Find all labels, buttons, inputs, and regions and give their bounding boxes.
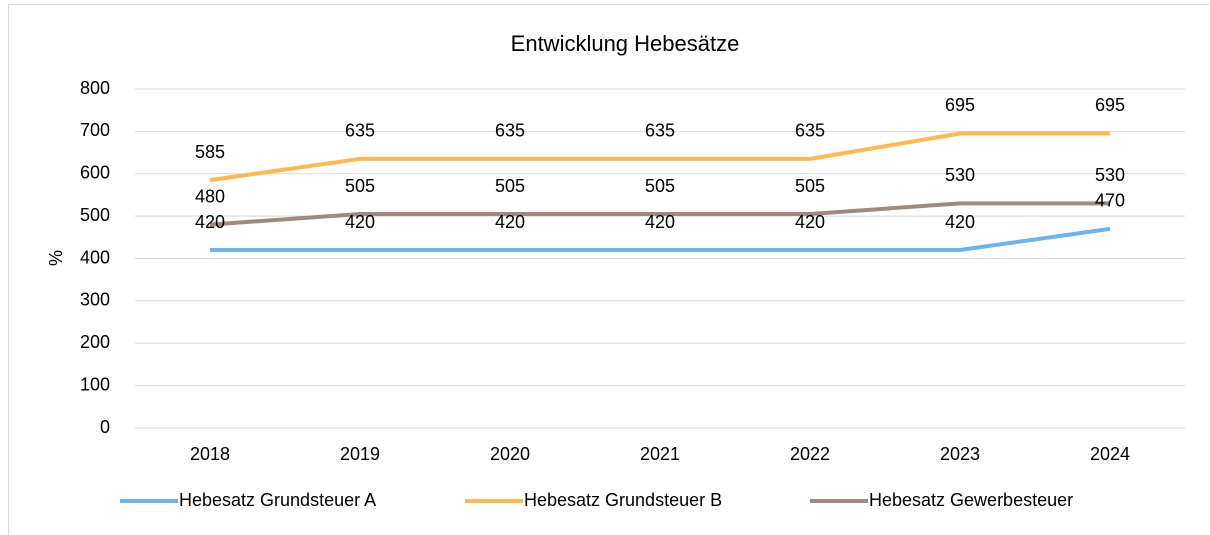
y-tick-label: 100 — [80, 374, 110, 394]
data-label: 530 — [945, 165, 975, 185]
data-label: 635 — [645, 121, 675, 141]
x-tick-label: 2018 — [190, 444, 230, 464]
data-label: 505 — [795, 176, 825, 196]
series-line — [209, 131, 1110, 183]
chart-title: Entwicklung Hebesätze — [511, 31, 740, 56]
legend-label: Hebesatz Gewerbesteuer — [869, 490, 1073, 510]
data-label: 695 — [1095, 95, 1125, 115]
x-tick-label: 2020 — [490, 444, 530, 464]
data-label: 420 — [195, 212, 225, 232]
data-label: 530 — [1095, 165, 1125, 185]
chart-border — [8, 4, 1210, 535]
data-label: 420 — [345, 212, 375, 232]
y-tick-label: 500 — [80, 205, 110, 225]
data-label: 635 — [495, 121, 525, 141]
legend-label: Hebesatz Grundsteuer B — [524, 490, 722, 510]
data-label: 635 — [795, 121, 825, 141]
data-label: 480 — [195, 186, 225, 206]
y-tick-label: 700 — [80, 120, 110, 140]
y-tick-label: 0 — [100, 417, 110, 437]
y-tick-label: 600 — [80, 163, 110, 183]
data-label: 420 — [795, 212, 825, 232]
data-label: 505 — [645, 176, 675, 196]
data-label: 505 — [495, 176, 525, 196]
series-line — [210, 226, 1111, 253]
data-label: 585 — [195, 142, 225, 162]
y-axis-label: % — [46, 250, 66, 266]
y-tick-label: 400 — [80, 247, 110, 267]
x-tick-label: 2021 — [640, 444, 680, 464]
x-tick-label: 2022 — [790, 444, 830, 464]
data-label: 505 — [345, 176, 375, 196]
data-label: 420 — [645, 212, 675, 232]
data-label: 420 — [945, 212, 975, 232]
series-line — [209, 201, 1110, 227]
x-tick-label: 2023 — [940, 444, 980, 464]
y-tick-label: 200 — [80, 332, 110, 352]
data-label: 695 — [945, 95, 975, 115]
y-tick-label: 300 — [80, 290, 110, 310]
y-tick-label: 800 — [80, 78, 110, 98]
data-label: 635 — [345, 121, 375, 141]
x-tick-label: 2024 — [1090, 444, 1130, 464]
legend-label: Hebesatz Grundsteuer A — [179, 490, 376, 510]
data-label: 420 — [495, 212, 525, 232]
data-label: 470 — [1095, 191, 1125, 211]
x-tick-label: 2019 — [340, 444, 380, 464]
